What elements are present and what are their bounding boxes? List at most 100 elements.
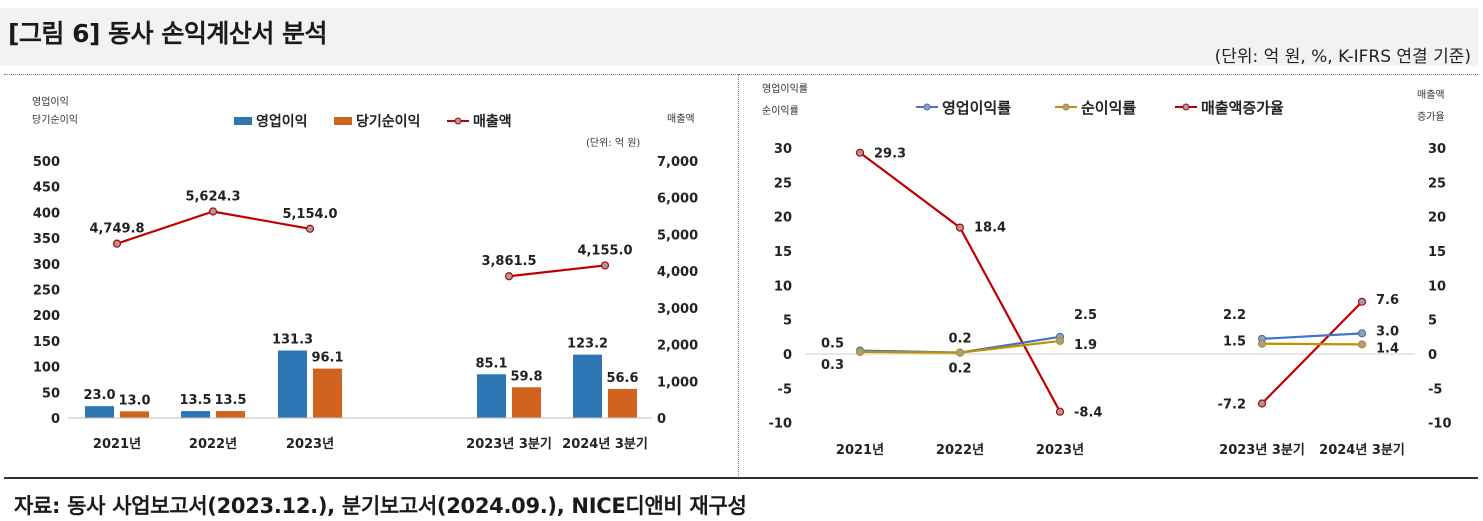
x-category-label: 2024년 3분기 bbox=[562, 437, 648, 452]
bar-op-label: 85.1 bbox=[475, 356, 507, 371]
bar-net-label: 56.6 bbox=[606, 371, 638, 386]
right-axis-title: 증가율 bbox=[1417, 111, 1445, 123]
net-margin-label: 1.4 bbox=[1376, 341, 1399, 356]
bar-net-label: 96.1 bbox=[311, 351, 343, 366]
left-y-tick: 250 bbox=[33, 284, 60, 299]
left-y-tick: 15 bbox=[774, 245, 792, 260]
sales-growth-label: -8.4 bbox=[1074, 406, 1102, 421]
sales-growth-label: 29.3 bbox=[874, 147, 906, 162]
left-y-tick: 200 bbox=[33, 309, 60, 324]
legend-marker-1 bbox=[1062, 103, 1070, 111]
x-category-label: 2023년 3분기 bbox=[1219, 443, 1305, 458]
bar-op-income bbox=[85, 406, 114, 418]
bar-net-label: 59.8 bbox=[510, 369, 542, 384]
sales-growth-marker bbox=[1055, 407, 1065, 416]
sales-growth-label: 7.6 bbox=[1376, 293, 1399, 308]
sales-growth-marker bbox=[1357, 297, 1367, 306]
right-y-tick: 7,000 bbox=[657, 155, 698, 170]
legend-label: 영업이익 bbox=[256, 113, 308, 130]
bar-net-income bbox=[216, 411, 245, 418]
left-y-tick: 150 bbox=[33, 335, 60, 350]
left-y-tick: 0 bbox=[51, 412, 60, 427]
left-y-tick: 30 bbox=[774, 142, 792, 157]
left-y-tick: -10 bbox=[769, 417, 793, 432]
bar-net-income bbox=[512, 387, 541, 418]
legend-marker-2 bbox=[454, 117, 462, 125]
sales-marker bbox=[208, 207, 218, 216]
net-margin-marker bbox=[1357, 340, 1367, 349]
op-margin-label: 0.2 bbox=[948, 332, 971, 347]
right-y-tick: 1,000 bbox=[657, 375, 698, 390]
bar-net-income bbox=[120, 411, 149, 418]
sales-label: 5,154.0 bbox=[282, 207, 337, 222]
net-margin-label: 1.9 bbox=[1074, 338, 1097, 353]
left-y-tick: 400 bbox=[33, 206, 60, 221]
right-y-tick: 2,000 bbox=[657, 339, 698, 354]
unit-note: (단위: 억 원, %, K-IFRS 연결 기준) bbox=[1214, 47, 1471, 67]
net-margin-label: 1.5 bbox=[1223, 335, 1246, 350]
source-note: 자료: 동사 사업보고서(2023.12.), 분기보고서(2024.09.),… bbox=[14, 494, 747, 518]
left-axis-title: 영업이익 bbox=[32, 95, 69, 108]
sales-growth-label: 18.4 bbox=[974, 221, 1006, 236]
sales-line bbox=[508, 264, 606, 278]
right-y-tick: 6,000 bbox=[657, 192, 698, 207]
bar-op-label: 13.5 bbox=[179, 393, 211, 408]
left-y-tick: -5 bbox=[778, 382, 792, 397]
right-y-tick: 3,000 bbox=[657, 302, 698, 317]
right-y-tick: -10 bbox=[1428, 417, 1452, 432]
net-margin-line bbox=[1261, 342, 1363, 346]
bar-op-label: 123.2 bbox=[567, 337, 608, 352]
sales-growth-marker bbox=[955, 223, 965, 232]
sales-label: 3,861.5 bbox=[481, 254, 536, 269]
right-y-tick: 4,000 bbox=[657, 265, 698, 280]
income-bar-chart: 5004504003503002502001501005007,0006,000… bbox=[32, 95, 698, 452]
bar-op-income bbox=[477, 374, 506, 418]
left-axis-title: 당기순이익 bbox=[32, 114, 78, 126]
bar-op-label: 131.3 bbox=[272, 333, 313, 348]
bottom-rule bbox=[4, 477, 1478, 479]
x-category-label: 2023년 bbox=[286, 437, 334, 452]
legend-marker-0 bbox=[923, 103, 931, 111]
left-y-tick: 350 bbox=[33, 232, 60, 247]
right-y-tick: 25 bbox=[1428, 176, 1446, 191]
bar-op-label: 23.0 bbox=[83, 388, 115, 403]
bar-net-income bbox=[313, 368, 342, 418]
x-category-label: 2023년 3분기 bbox=[466, 437, 552, 452]
net-margin-marker bbox=[1055, 336, 1065, 346]
op-margin-marker bbox=[1357, 329, 1367, 338]
left-y-tick: 450 bbox=[33, 181, 60, 196]
middle-divider bbox=[738, 74, 739, 476]
left-y-tick: 10 bbox=[774, 279, 792, 294]
left-y-tick: 20 bbox=[774, 211, 792, 226]
bar-net-label: 13.5 bbox=[214, 393, 246, 408]
sales-growth-label: -7.2 bbox=[1218, 397, 1246, 412]
right-y-tick: 30 bbox=[1428, 142, 1446, 157]
left-axis-title: 영업이익률 bbox=[762, 82, 808, 95]
op-margin-label: 0.5 bbox=[821, 337, 844, 352]
top-divider bbox=[4, 74, 1478, 75]
net-margin-marker bbox=[855, 347, 865, 357]
op-margin-line bbox=[1261, 332, 1363, 340]
sales-marker bbox=[112, 239, 122, 248]
x-category-label: 2022년 bbox=[936, 443, 984, 458]
op-margin-label: 3.0 bbox=[1376, 324, 1399, 339]
sales-marker bbox=[600, 261, 610, 270]
legend-label: 매출액증가율 bbox=[1201, 99, 1284, 117]
left-y-tick: 300 bbox=[33, 258, 60, 273]
unit-note-small: (단위: 억 원) bbox=[586, 136, 640, 149]
x-category-label: 2022년 bbox=[189, 437, 237, 452]
right-axis-title: 매출액 bbox=[1417, 89, 1445, 101]
op-margin-label: 2.2 bbox=[1223, 308, 1246, 323]
sales-growth-marker bbox=[855, 148, 865, 157]
right-y-tick: -5 bbox=[1428, 382, 1442, 397]
legend-label: 순이익률 bbox=[1081, 99, 1136, 117]
right-y-tick: 5 bbox=[1428, 314, 1437, 329]
legend-swatch-1 bbox=[334, 117, 352, 125]
sales-label: 4,749.8 bbox=[89, 222, 144, 237]
legend-label: 당기순이익 bbox=[356, 113, 420, 130]
sales-marker bbox=[504, 272, 514, 281]
right-y-tick: 10 bbox=[1428, 279, 1446, 294]
sales-growth-line bbox=[1261, 301, 1363, 405]
x-category-label: 2024년 3분기 bbox=[1319, 443, 1405, 458]
